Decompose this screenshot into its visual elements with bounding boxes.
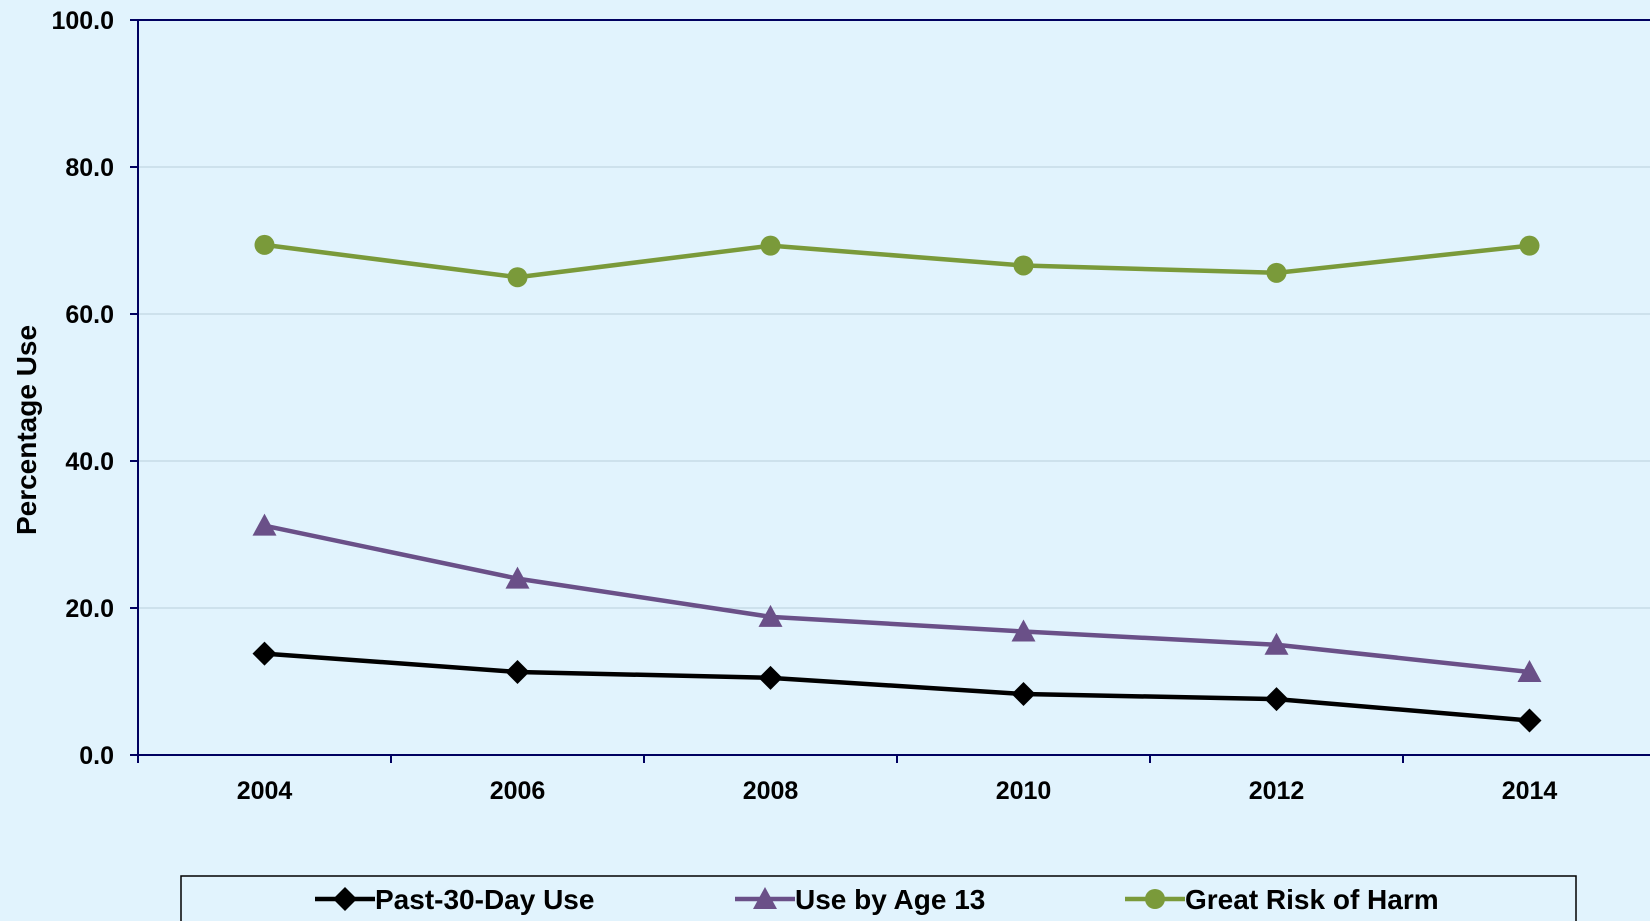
series-line [264, 242, 1530, 280]
data-point [505, 659, 530, 684]
y-tick-label: 20.0 [65, 595, 114, 623]
legend: Past-30-Day Use Use by Age 13 Great Risk o… [180, 875, 1577, 921]
data-point [758, 604, 783, 627]
legend-item: Use by Age 13 [735, 884, 985, 915]
y-tick-label: 80.0 [65, 154, 114, 182]
data-point [1517, 659, 1542, 682]
y-tick-label: 100.0 [51, 7, 114, 35]
series-past-30-day-use [252, 641, 1542, 733]
data-point [758, 665, 783, 690]
legend-label: Great Risk of Harm [1185, 884, 1439, 915]
x-tick-label: 2006 [490, 777, 546, 805]
data-point [760, 235, 781, 256]
legend-box [180, 875, 1577, 921]
x-tick-label: 2004 [237, 777, 293, 805]
y-axis-title: Percentage Use [11, 325, 42, 535]
data-point [1011, 619, 1036, 642]
x-tick-label: 2010 [996, 777, 1052, 805]
axes: 0.0 20.0 40.0 60.0 80.0 100.0 2004 2006 2008 2010… [51, 7, 1650, 805]
legend-label: Past-30-Day Use [375, 884, 594, 915]
legend-marker [333, 887, 357, 911]
gridlines [138, 19, 1650, 609]
data-point [252, 641, 277, 666]
data-point [1264, 687, 1289, 712]
y-tick-label: 0.0 [79, 742, 114, 770]
series-line [264, 651, 1530, 723]
series-line [264, 523, 1530, 675]
y-tick-label: 40.0 [65, 448, 114, 476]
data-point [1013, 255, 1034, 276]
data-point [1264, 632, 1289, 655]
data-point [507, 267, 528, 288]
y-tick-label: 60.0 [65, 301, 114, 329]
series-great-risk-of-harm [254, 234, 1540, 288]
series-use-by-age-13 [252, 513, 1542, 682]
data-point [1519, 235, 1540, 256]
legend-marker [753, 887, 777, 909]
data-point [254, 234, 275, 255]
legend-item: Great Risk of Harm [1125, 884, 1439, 915]
data-point [1266, 262, 1287, 283]
data-point [252, 513, 277, 536]
data-point [1011, 681, 1036, 706]
x-tick-label: 2012 [1249, 777, 1305, 805]
data-point [505, 566, 530, 589]
data-point [1517, 708, 1542, 733]
legend-item: Past-30-Day Use [315, 884, 594, 915]
x-tick-label: 2014 [1502, 777, 1558, 805]
series-group [252, 234, 1542, 733]
x-tick-label: 2008 [743, 777, 799, 805]
legend-label: Use by Age 13 [795, 884, 985, 915]
legend-marker [1145, 889, 1165, 909]
